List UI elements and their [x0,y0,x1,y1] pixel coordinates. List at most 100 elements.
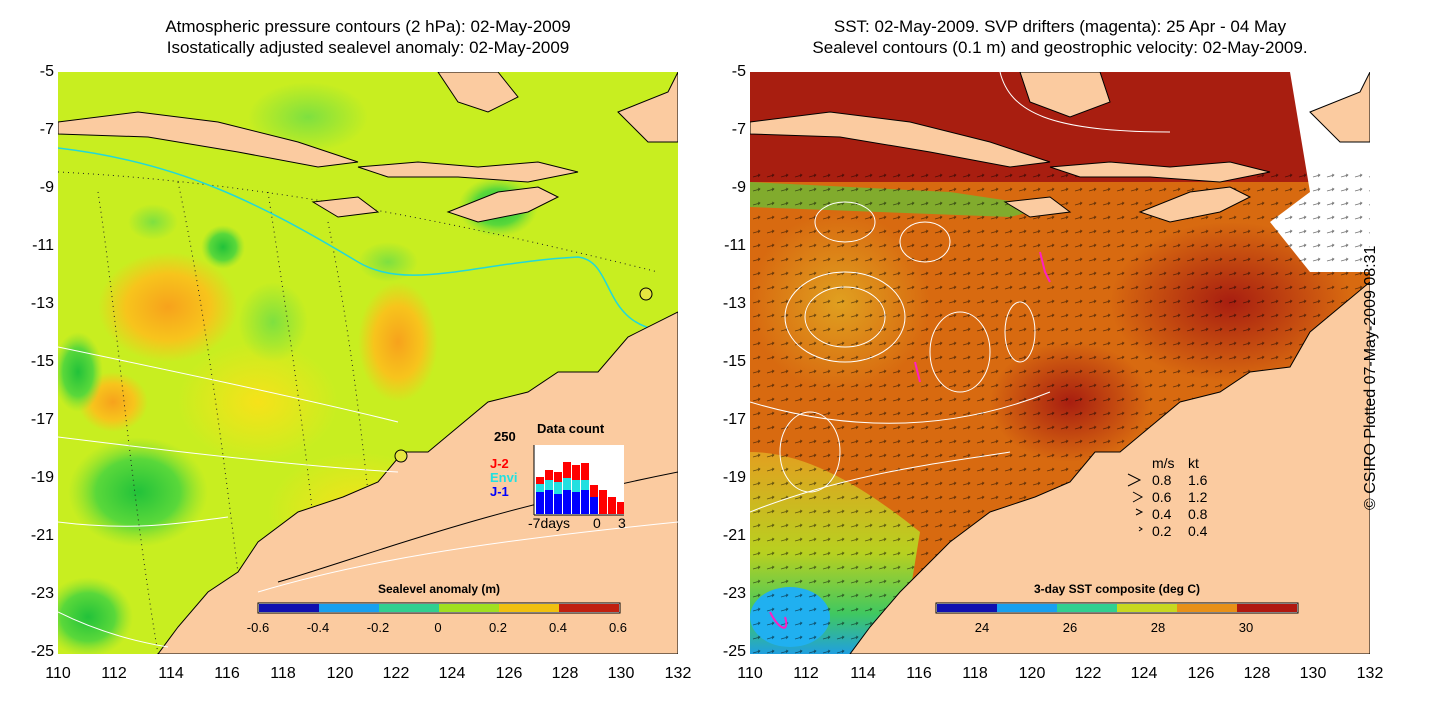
bathymetry-line [257,521,678,593]
y-tick-label: -11 [724,237,746,254]
y-tick-label: -25 [30,643,54,660]
x-tick-label: 122 [1074,665,1102,682]
cyan-contour [58,147,678,333]
sla-low-blob [238,282,308,362]
velocity-legend-kt: 0.4 [1188,523,1208,539]
y-tick-label: -9 [39,179,54,196]
x-tick-label: 124 [1130,665,1158,682]
right-map-title: SST: 02-May-2009. SVP drifters (magenta)… [750,16,1370,58]
right-title-line1: SST: 02-May-2009. SVP drifters (magenta)… [833,17,1287,36]
sst-colorbar-title: 3-day SST composite (deg C) [1033,582,1201,596]
y-tick-label: -13 [722,295,746,312]
x-tick-label: 132 [664,665,692,682]
x-tick-label: 128 [1243,665,1271,682]
velocity-arrow-0.8 [1127,473,1142,487]
y-tick-label: -23 [722,585,746,602]
sealevel-anomaly-map[interactable] [58,72,678,654]
sla-low-blob [58,332,103,412]
y-tick-label: -19 [30,469,54,486]
y-tick-label: -5 [39,63,54,80]
sla-high-blob [98,252,238,362]
velocity-legend-ms: 0.4 [1152,506,1172,522]
y-tick-label: -21 [30,527,54,544]
data-count-title: Data count [537,421,605,436]
bathymetry-line [58,611,169,648]
velocity-legend-ms: 0.6 [1152,489,1172,505]
y-tick-label: -17 [30,411,54,428]
sst-map[interactable] [750,72,1370,654]
svp-drifter-track [1039,251,1051,283]
y-tick-label: -7 [731,121,746,138]
sla-colorbar-tick: -0.2 [366,620,390,635]
y-tick-label: -23 [30,585,54,602]
sst-colorbar-tick: 24 [974,620,990,635]
x-tick-label: 116 [906,665,932,682]
x-tick-label: 110 [45,665,71,682]
data-count-xlabel-end: 3 [618,515,626,531]
sealevel-contours [750,72,1171,513]
y-tick-label: -21 [722,527,746,544]
y-tick-label: -7 [39,121,54,138]
y-tick-label: -9 [731,179,746,196]
bathymetry-line [58,346,399,423]
sst-colorbar-tick: 26 [1062,620,1078,635]
sla-low-blob [248,82,368,152]
satellite-label-j1: J-1 [490,484,509,499]
data-count-xlabel-start: -7days [528,515,571,531]
copyright-notice: © CSIRO Plotted 07-May-2009 08:31 [1362,245,1379,510]
y-tick-label: -17 [722,411,746,428]
sla-colorbar-tick: 0 [434,620,442,635]
data-count-inset [533,445,624,516]
velocity-legend-ms: 0.2 [1152,523,1172,539]
x-tick-label: 120 [326,665,354,682]
sla-colorbar-title: Sealevel anomaly (m) [377,582,501,596]
svp-drifter-track [769,611,788,629]
velocity-legend-kt: 1.6 [1188,472,1208,488]
sla-colorbar-tick: 0.4 [548,620,568,635]
x-tick-label: 116 [214,665,240,682]
sla-colorbar [257,602,621,614]
x-tick-label: 124 [438,665,466,682]
sla-low-blob [68,437,208,547]
y-tick-label: -13 [30,295,54,312]
x-tick-label: 110 [737,665,763,682]
velocity-legend-kt: 0.8 [1188,506,1208,522]
data-count-ymax: 250 [494,429,516,444]
velocity-legend-header-kt: kt [1188,455,1199,471]
sst-colorbar [935,602,1299,614]
y-tick-label: -5 [731,63,746,80]
velocity-legend-arrows [1127,473,1144,532]
satellite-label-j2: J-2 [490,456,509,471]
left-title-line2: Isostatically adjusted sealevel anomaly:… [166,38,570,57]
right-title-line2: Sealevel contours (0.1 m) and geostrophi… [812,38,1308,57]
x-tick-label: 126 [495,665,523,682]
indonesian-islands [750,72,1370,223]
x-tick-label: 118 [270,665,296,682]
x-tick-label: 112 [101,665,127,682]
x-tick-label: 120 [1018,665,1046,682]
sla-low-blob [201,225,245,269]
sst-colorbar-tick: 28 [1150,620,1166,635]
y-tick-label: -25 [722,643,746,660]
bathymetry-line [58,436,399,473]
sla-colorbar-tick: -0.6 [246,620,270,635]
sst-map-graphic [750,72,1370,654]
x-tick-label: 122 [382,665,410,682]
velocity-arrow-0.2 [1138,526,1143,532]
sla-low-blob [358,242,418,282]
x-tick-label: 130 [1299,665,1327,682]
satellite-label-envi: Envi [490,470,518,485]
tide-gauge-marker[interactable] [639,287,653,301]
sla-low-blob [128,204,178,240]
sla-colorbar-tick: 0.2 [488,620,508,635]
left-title-line1: Atmospheric pressure contours (2 hPa): 0… [165,17,571,36]
x-tick-label: 126 [1187,665,1215,682]
tide-gauge-marker[interactable] [394,449,408,463]
svp-drifter-track [914,361,921,383]
sla-map-graphic [58,72,678,654]
x-tick-label: 128 [551,665,579,682]
sla-colorbar-tick: -0.4 [306,620,330,635]
sla-mid-blob [178,342,338,462]
left-map-title: Atmospheric pressure contours (2 hPa): 0… [58,16,678,58]
x-tick-label: 132 [1356,665,1384,682]
